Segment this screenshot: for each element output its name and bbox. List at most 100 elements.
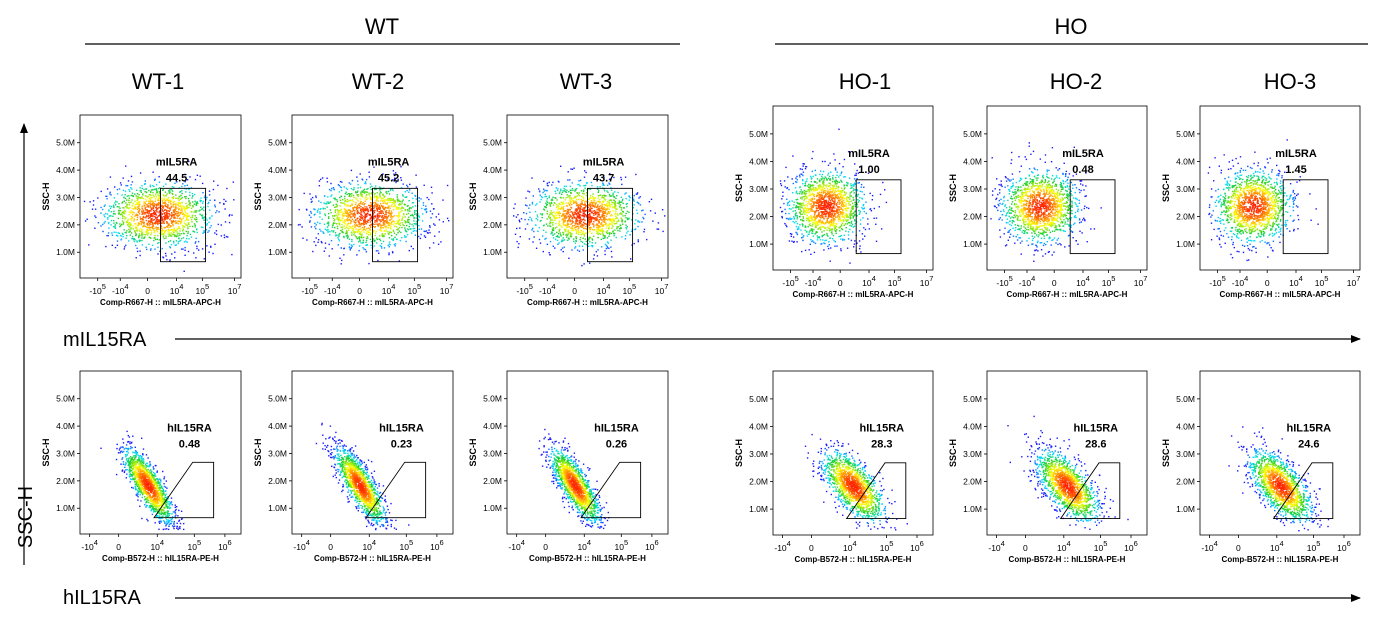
event-point	[144, 209, 147, 211]
event-point	[370, 207, 373, 210]
event-point	[348, 214, 351, 217]
event-point	[419, 237, 422, 240]
event-point	[840, 234, 842, 237]
event-point	[562, 207, 564, 209]
event-point	[597, 233, 599, 235]
event-point	[164, 226, 167, 229]
event-point	[581, 203, 583, 205]
event-point	[376, 242, 378, 244]
event-point	[372, 213, 375, 215]
event-point	[834, 226, 836, 228]
event-point	[385, 191, 387, 193]
event-point	[388, 233, 390, 235]
event-point	[137, 198, 139, 200]
event-point	[353, 220, 355, 222]
event-point	[150, 197, 153, 199]
event-point	[574, 195, 577, 198]
event-point	[141, 239, 143, 242]
event-point	[139, 187, 141, 189]
event-point	[583, 197, 585, 199]
event-point	[135, 234, 137, 237]
event-point	[341, 217, 343, 220]
event-point	[550, 210, 552, 212]
event-point	[172, 221, 174, 223]
event-point	[193, 211, 195, 213]
event-point	[376, 209, 379, 211]
event-point	[552, 245, 554, 247]
event-point	[206, 219, 208, 221]
event-point	[358, 205, 361, 207]
event-point	[206, 223, 208, 225]
event-point	[401, 219, 403, 221]
event-point	[351, 216, 353, 218]
event-point	[353, 224, 356, 226]
event-point	[338, 216, 340, 219]
y-tick-label: 5.0M	[483, 138, 502, 148]
event-point	[611, 214, 613, 217]
event-point	[373, 205, 375, 208]
event-point	[336, 206, 338, 208]
event-point	[411, 223, 413, 226]
event-point	[574, 247, 576, 249]
event-point	[566, 205, 569, 207]
event-point	[549, 240, 552, 243]
y-axis-label: SSC-H	[468, 182, 478, 210]
event-point	[381, 232, 384, 235]
event-point	[337, 211, 339, 213]
event-point	[332, 231, 334, 233]
event-point	[373, 166, 375, 168]
event-point	[583, 216, 585, 218]
event-point	[602, 237, 604, 239]
event-point	[601, 225, 603, 227]
event-point	[364, 198, 367, 200]
event-point	[795, 215, 797, 217]
event-point	[378, 238, 380, 240]
event-point	[186, 215, 189, 217]
event-point	[195, 216, 197, 219]
event-point	[819, 197, 821, 199]
event-point	[568, 219, 570, 221]
event-point	[590, 245, 593, 247]
event-point	[149, 193, 151, 196]
event-point	[144, 191, 146, 193]
event-point	[377, 217, 379, 219]
event-point	[382, 224, 385, 226]
event-point	[326, 181, 329, 183]
event-point	[144, 202, 147, 205]
event-point	[345, 214, 347, 217]
event-point	[398, 223, 400, 225]
event-point	[118, 203, 120, 205]
event-point	[173, 213, 176, 216]
event-point	[636, 193, 638, 195]
event-point	[784, 208, 786, 211]
event-point	[382, 212, 384, 215]
event-point	[138, 205, 140, 207]
event-point	[611, 195, 613, 197]
event-point	[141, 208, 144, 210]
event-point	[150, 208, 152, 210]
event-point	[635, 219, 637, 221]
event-point	[364, 210, 366, 212]
event-point	[204, 216, 206, 218]
event-point	[591, 242, 593, 244]
event-point	[181, 190, 183, 192]
event-point	[362, 229, 364, 231]
event-point	[151, 213, 153, 215]
event-point	[613, 195, 615, 198]
event-point	[346, 193, 348, 195]
event-point	[348, 195, 350, 197]
event-point	[805, 203, 807, 206]
event-point	[360, 233, 362, 235]
event-point	[343, 202, 346, 205]
event-point	[382, 222, 385, 225]
event-point	[340, 208, 342, 211]
event-point	[172, 223, 174, 226]
event-point	[582, 207, 584, 209]
event-point	[171, 190, 174, 192]
event-point	[313, 208, 315, 210]
event-point	[134, 193, 136, 195]
event-point	[359, 225, 361, 227]
event-point	[584, 209, 586, 212]
event-point	[385, 199, 387, 201]
event-point	[130, 228, 132, 230]
